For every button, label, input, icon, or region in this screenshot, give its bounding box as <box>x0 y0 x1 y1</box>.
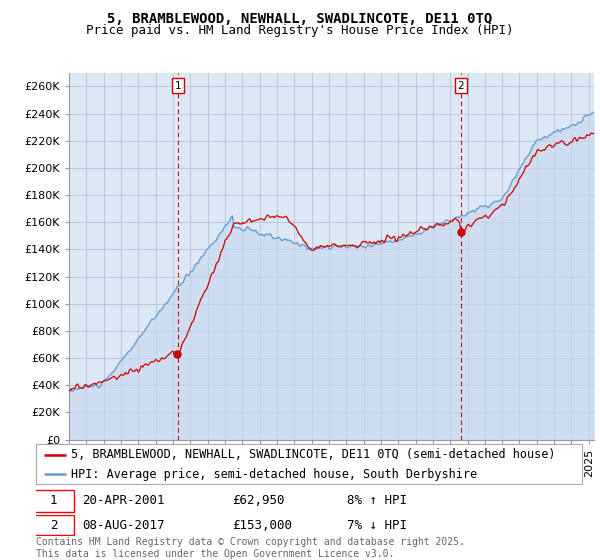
Text: 1: 1 <box>50 494 57 507</box>
FancyBboxPatch shape <box>33 516 74 535</box>
Text: Contains HM Land Registry data © Crown copyright and database right 2025.
This d: Contains HM Land Registry data © Crown c… <box>36 537 465 559</box>
Text: 5, BRAMBLEWOOD, NEWHALL, SWADLINCOTE, DE11 0TQ: 5, BRAMBLEWOOD, NEWHALL, SWADLINCOTE, DE… <box>107 12 493 26</box>
Text: 8% ↑ HPI: 8% ↑ HPI <box>347 494 407 507</box>
Text: 5, BRAMBLEWOOD, NEWHALL, SWADLINCOTE, DE11 0TQ (semi-detached house): 5, BRAMBLEWOOD, NEWHALL, SWADLINCOTE, DE… <box>71 449 556 461</box>
Text: £62,950: £62,950 <box>233 494 285 507</box>
Text: 7% ↓ HPI: 7% ↓ HPI <box>347 519 407 532</box>
Text: 20-APR-2001: 20-APR-2001 <box>82 494 165 507</box>
Text: Price paid vs. HM Land Registry's House Price Index (HPI): Price paid vs. HM Land Registry's House … <box>86 24 514 37</box>
Text: £153,000: £153,000 <box>233 519 293 532</box>
Text: 2: 2 <box>457 81 464 91</box>
FancyBboxPatch shape <box>33 489 74 512</box>
Text: HPI: Average price, semi-detached house, South Derbyshire: HPI: Average price, semi-detached house,… <box>71 468 478 481</box>
Text: 2: 2 <box>50 519 57 532</box>
Text: 1: 1 <box>175 81 181 91</box>
Text: 08-AUG-2017: 08-AUG-2017 <box>82 519 165 532</box>
